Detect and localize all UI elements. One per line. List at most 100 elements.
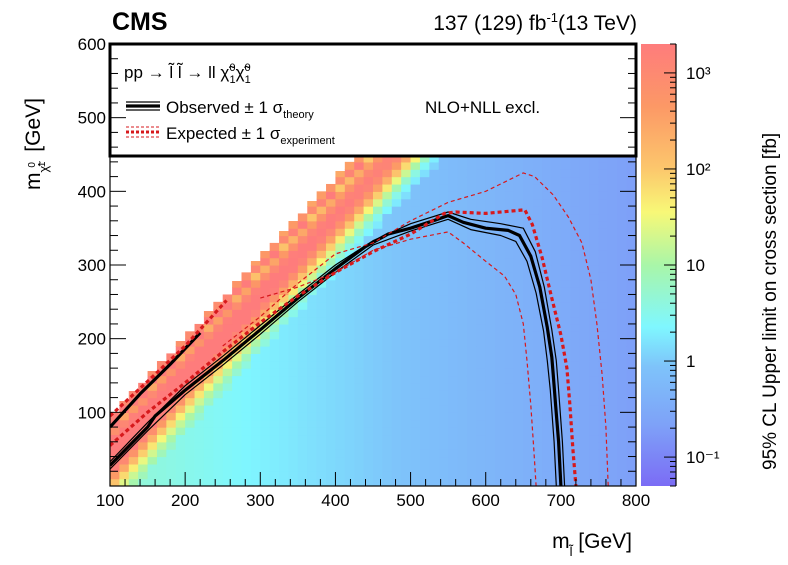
heatmap-cell [523, 441, 534, 450]
heatmap-cell [466, 228, 477, 237]
heatmap-cell [326, 419, 337, 428]
heatmap-cell [466, 441, 477, 450]
heatmap-cell [570, 404, 581, 413]
heatmap-cell [344, 242, 355, 251]
heatmap-cell [138, 419, 149, 428]
heatmap-cell [391, 434, 402, 443]
heatmap-cell [213, 463, 224, 472]
heatmap-cell [419, 441, 430, 450]
heatmap-cell [222, 368, 233, 377]
heatmap-cell [335, 427, 346, 436]
heatmap-cell [335, 309, 346, 318]
heatmap-cell [617, 412, 628, 421]
heatmap-cell [419, 427, 430, 436]
heatmap-cell [354, 272, 365, 281]
heatmap-cell [222, 360, 233, 369]
heatmap-cell [448, 265, 459, 273]
heatmap-cell [448, 323, 459, 332]
heatmap-cell [551, 279, 562, 288]
heatmap-cell [429, 213, 440, 222]
heatmap-cell [203, 390, 214, 399]
heatmap-cell [363, 346, 374, 354]
heatmap-cell [250, 261, 261, 266]
heatmap-cell [344, 412, 355, 421]
heatmap-cell [373, 154, 383, 163]
heatmap-cell [344, 397, 355, 406]
heatmap-cell [485, 478, 496, 486]
heatmap-cell [495, 242, 506, 251]
heatmap-cell [269, 463, 280, 472]
heatmap-cell [513, 323, 524, 332]
heatmap-cell [307, 419, 318, 428]
heatmap-cell [560, 301, 571, 310]
heatmap-cell [410, 242, 421, 251]
heatmap-cell [504, 471, 515, 480]
heatmap-cell [438, 338, 449, 347]
heatmap-cell [269, 434, 280, 443]
heatmap-cell [542, 441, 553, 450]
heatmap-cell [363, 220, 374, 229]
heatmap-cell [551, 265, 562, 273]
heatmap-cell [344, 360, 355, 369]
legend-observed-swatch [126, 101, 160, 111]
heatmap-cell [598, 427, 609, 436]
heatmap-cell [288, 346, 299, 354]
heatmap-cell [250, 397, 261, 406]
heatmap-cell [438, 198, 449, 207]
heatmap-cell [260, 265, 271, 273]
heatmap-cell [542, 368, 553, 377]
heatmap-cell [354, 220, 365, 229]
heatmap-cell [326, 309, 337, 318]
heatmap-cell [326, 250, 337, 259]
x-tick-label: 400 [321, 491, 349, 510]
heatmap-cell [607, 419, 618, 428]
heatmap-cell [495, 390, 506, 399]
heatmap-cell [307, 346, 318, 354]
heatmap-cell [560, 471, 571, 480]
heatmap-cell [373, 331, 383, 340]
heatmap-cell [438, 279, 449, 288]
heatmap-cell [354, 456, 365, 465]
heatmap-cell [156, 361, 167, 369]
heatmap-cell [354, 412, 365, 421]
heatmap-cell [373, 382, 383, 391]
heatmap-cell [457, 449, 468, 458]
heatmap-cell [570, 471, 581, 480]
heatmap-cell [513, 228, 524, 237]
heatmap-cell [391, 279, 402, 288]
heatmap-cell [175, 353, 186, 362]
heatmap-cell [466, 206, 477, 215]
heatmap-cell [617, 478, 628, 486]
heatmap-cell [335, 287, 346, 296]
heatmap-cell [401, 368, 412, 377]
heatmap-cell [495, 279, 506, 288]
heatmap-cell [570, 183, 581, 192]
heatmap-cell [589, 206, 600, 215]
heatmap-cell [523, 471, 534, 480]
heatmap-cell [560, 375, 571, 384]
heatmap-cell [485, 456, 496, 465]
heatmap-cell [429, 301, 440, 310]
heatmap-cell [410, 176, 421, 185]
heatmap-cell [589, 309, 600, 318]
heatmap-cell [607, 250, 618, 259]
heatmap-cell [504, 427, 515, 436]
heatmap-cell [466, 419, 477, 428]
heatmap-cell [607, 471, 618, 480]
heatmap-cell [542, 294, 553, 303]
heatmap-cell [269, 478, 280, 486]
heatmap-cell [354, 353, 365, 362]
heatmap-cell [560, 331, 571, 340]
heatmap-cell [269, 441, 280, 450]
heatmap-cell [626, 154, 636, 163]
heatmap-cell [598, 287, 609, 296]
heatmap-cell [419, 449, 430, 458]
heatmap-cell [269, 404, 280, 413]
heatmap-cell [307, 478, 318, 486]
heatmap-cell [448, 206, 459, 215]
heatmap-cell [429, 265, 440, 273]
heatmap-cell [495, 228, 506, 237]
heatmap-cell [307, 250, 318, 259]
heatmap-cell [495, 434, 506, 443]
heatmap-cell [419, 360, 430, 369]
